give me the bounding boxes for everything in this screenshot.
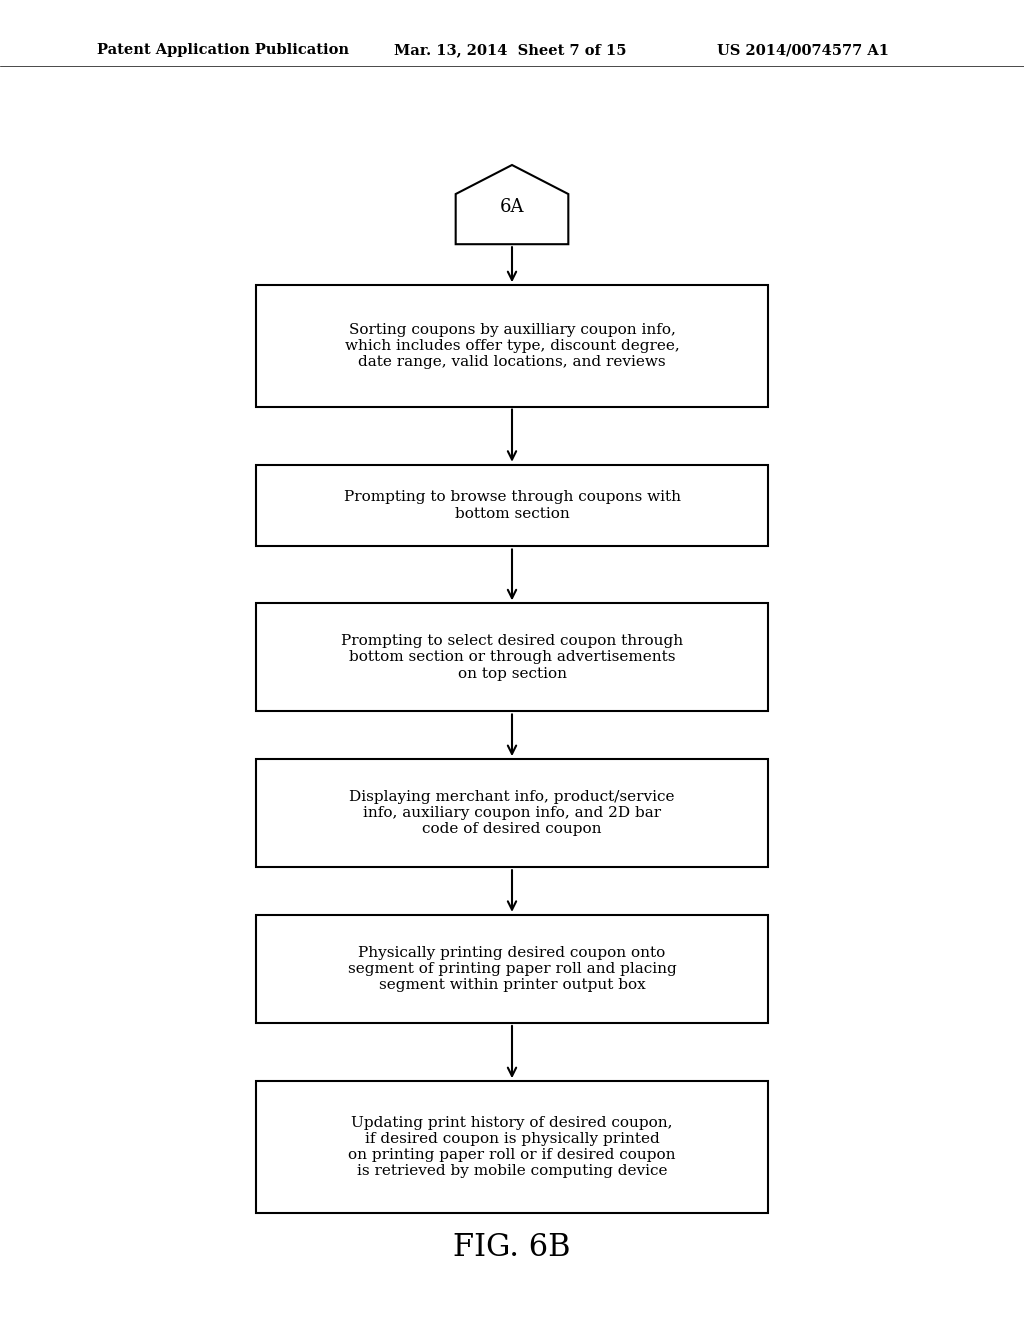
FancyBboxPatch shape [256,465,768,546]
Text: Prompting to browse through coupons with
bottom section: Prompting to browse through coupons with… [343,491,681,520]
Text: Prompting to select desired coupon through
bottom section or through advertiseme: Prompting to select desired coupon throu… [341,634,683,681]
Text: Mar. 13, 2014  Sheet 7 of 15: Mar. 13, 2014 Sheet 7 of 15 [394,44,627,57]
Polygon shape [456,165,568,244]
FancyBboxPatch shape [256,759,768,867]
Text: Sorting coupons by auxilliary coupon info,
which includes offer type, discount d: Sorting coupons by auxilliary coupon inf… [345,322,679,370]
Text: Updating print history of desired coupon,
if desired coupon is physically printe: Updating print history of desired coupon… [348,1115,676,1179]
FancyBboxPatch shape [256,603,768,711]
Text: 6A: 6A [500,198,524,216]
Text: Patent Application Publication: Patent Application Publication [97,44,349,57]
Text: Physically printing desired coupon onto
segment of printing paper roll and placi: Physically printing desired coupon onto … [347,945,677,993]
Text: Displaying merchant info, product/service
info, auxiliary coupon info, and 2D ba: Displaying merchant info, product/servic… [349,789,675,837]
FancyBboxPatch shape [256,915,768,1023]
FancyBboxPatch shape [256,285,768,407]
FancyBboxPatch shape [256,1081,768,1213]
Text: US 2014/0074577 A1: US 2014/0074577 A1 [717,44,889,57]
Text: FIG. 6B: FIG. 6B [454,1232,570,1263]
